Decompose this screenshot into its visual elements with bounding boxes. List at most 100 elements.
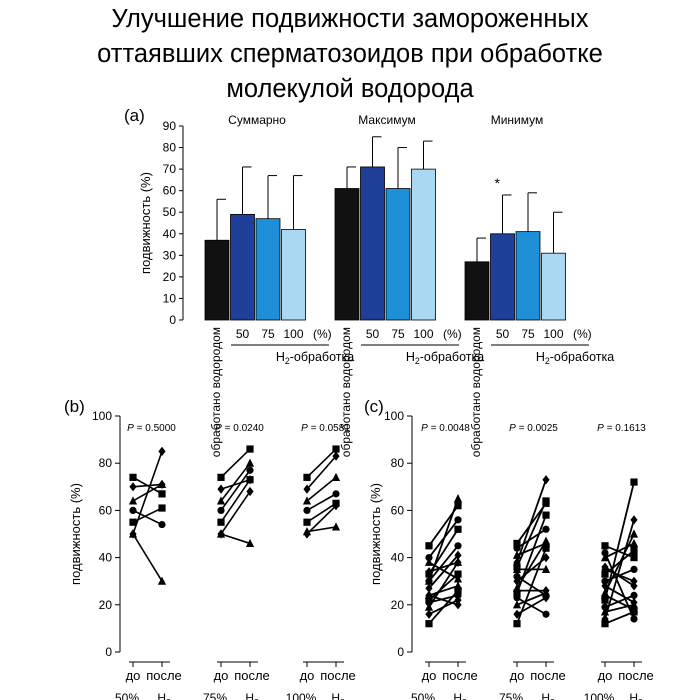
data-point bbox=[630, 515, 638, 525]
data-point bbox=[217, 529, 225, 539]
data-point bbox=[629, 538, 639, 548]
bar bbox=[411, 168, 436, 321]
data-point bbox=[302, 496, 312, 505]
data-point bbox=[217, 518, 225, 526]
data-point bbox=[454, 600, 462, 610]
data-point bbox=[129, 482, 137, 492]
pair-line bbox=[604, 594, 635, 608]
pair-line bbox=[516, 502, 547, 544]
data-point bbox=[425, 596, 433, 604]
data-point bbox=[542, 586, 550, 596]
pair-line bbox=[604, 544, 635, 559]
pair-line bbox=[604, 611, 635, 625]
y-tick-label-a: 90 bbox=[163, 119, 177, 133]
y-tick-label: 60 bbox=[391, 503, 405, 517]
title-line-2: оттаявших сперматозоидов при обработке bbox=[97, 40, 603, 68]
y-tick-label: 40 bbox=[99, 551, 113, 565]
data-point bbox=[630, 546, 638, 555]
data-point bbox=[331, 472, 341, 481]
pair-line bbox=[220, 448, 251, 478]
panel-label-a: (a) bbox=[124, 106, 145, 125]
data-point bbox=[217, 506, 225, 514]
data-point bbox=[245, 538, 255, 548]
y-tick-label: 40 bbox=[391, 551, 405, 565]
data-point bbox=[454, 570, 462, 578]
x-label-before: до bbox=[214, 668, 229, 683]
category-label: обработано водородом bbox=[209, 327, 223, 457]
data-point bbox=[303, 506, 311, 514]
data-point bbox=[425, 590, 433, 600]
bar bbox=[255, 218, 281, 321]
y-tick-label-a: 60 bbox=[163, 184, 177, 198]
data-point bbox=[513, 557, 521, 567]
data-point bbox=[541, 564, 551, 573]
data-point bbox=[454, 525, 462, 533]
pair-line bbox=[428, 594, 459, 604]
data-point bbox=[331, 522, 341, 531]
y-tick-label-a: 30 bbox=[163, 248, 177, 262]
pair-line bbox=[306, 448, 337, 478]
data-point bbox=[129, 473, 137, 481]
group-sublabel: H2-обработка bbox=[276, 350, 354, 366]
pair-line bbox=[306, 502, 337, 523]
pair-line bbox=[516, 596, 547, 616]
y-tick-label-a: 70 bbox=[163, 162, 177, 176]
bar bbox=[490, 233, 515, 321]
pair-line bbox=[428, 561, 459, 573]
data-point bbox=[601, 614, 609, 624]
x-label-after: после bbox=[234, 668, 270, 683]
data-point bbox=[332, 501, 340, 511]
data-point bbox=[601, 542, 609, 550]
data-point bbox=[630, 581, 638, 591]
data-point bbox=[217, 473, 225, 481]
data-point bbox=[630, 478, 638, 486]
pair-line bbox=[428, 573, 459, 601]
data-point bbox=[542, 553, 550, 563]
pair-line bbox=[220, 533, 251, 545]
h2-label: H2 bbox=[541, 691, 555, 700]
data-point bbox=[629, 604, 639, 614]
unit-label: (%) bbox=[313, 327, 332, 341]
data-point bbox=[601, 564, 609, 574]
data-point bbox=[513, 586, 521, 596]
bar bbox=[360, 166, 385, 321]
pair-line bbox=[428, 561, 459, 608]
y-tick-label: 0 bbox=[105, 645, 112, 659]
y-tick-label-a: 40 bbox=[163, 227, 177, 241]
pair-line bbox=[132, 483, 163, 488]
data-point bbox=[600, 607, 610, 616]
data-point bbox=[453, 574, 463, 583]
p-value: P = 0.1613 bbox=[597, 423, 646, 434]
y-tick-label: 100 bbox=[384, 409, 404, 423]
bar bbox=[281, 229, 306, 321]
category-label: 75 bbox=[261, 327, 275, 341]
data-point bbox=[512, 600, 522, 609]
y-tick-label: 60 bbox=[99, 503, 113, 517]
data-point bbox=[158, 504, 166, 512]
data-point bbox=[601, 603, 609, 611]
bar bbox=[515, 231, 541, 321]
data-point bbox=[513, 572, 521, 581]
panel-b-paired-chart: (b) 0 20 40 60 80 100 подвижность (%) P = 0.5000… bbox=[64, 397, 356, 700]
concentration-label: 50% bbox=[115, 691, 139, 700]
data-point bbox=[246, 476, 254, 484]
data-point bbox=[541, 538, 551, 548]
data-point bbox=[601, 596, 609, 604]
category-label: 75 bbox=[391, 327, 405, 341]
y-tick-label-a: 10 bbox=[163, 291, 177, 305]
data-point bbox=[601, 549, 609, 557]
data-point bbox=[630, 597, 638, 608]
data-point bbox=[454, 502, 462, 510]
pair-line bbox=[132, 451, 163, 535]
p-value: P = 0.0240 bbox=[215, 423, 264, 434]
data-point bbox=[453, 494, 463, 503]
pair-line bbox=[604, 585, 635, 604]
panel-label: (b) bbox=[64, 397, 85, 416]
data-point bbox=[424, 602, 434, 611]
data-point bbox=[246, 445, 254, 453]
title-line-1: Улучшение подвижности замороженных bbox=[111, 5, 589, 33]
bar-group: Минимум обработано водородом 50 75 100 * (%) H2… bbox=[464, 113, 614, 457]
y-tick-label: 80 bbox=[99, 456, 113, 470]
category-label: обработано водородом bbox=[469, 327, 483, 457]
